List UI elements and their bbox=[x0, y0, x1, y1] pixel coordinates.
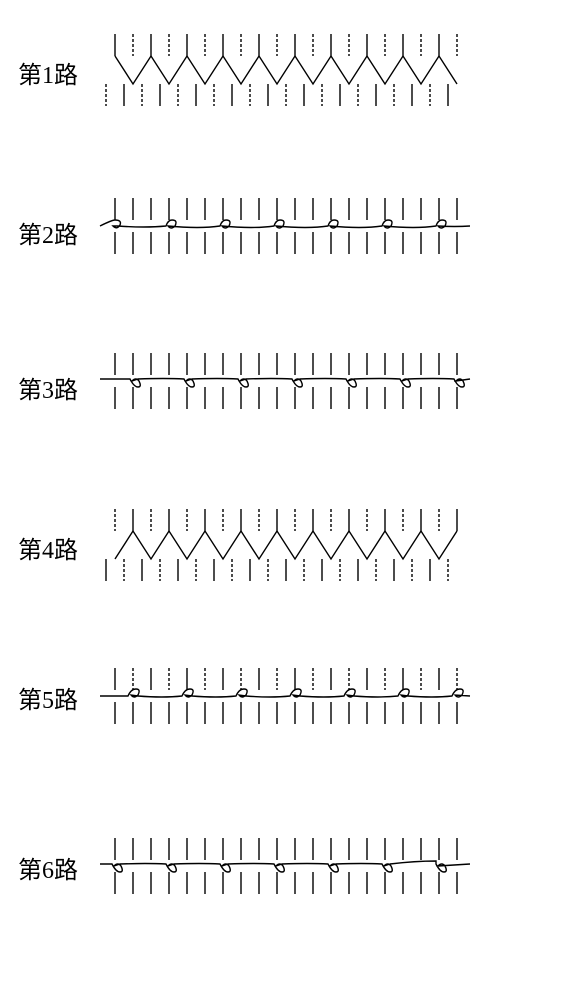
row-4-bottom-ticks bbox=[106, 559, 448, 581]
row-5-tuckline bbox=[100, 689, 470, 697]
row-2-label: 第2路 bbox=[18, 215, 78, 250]
row-5-top-ticks bbox=[115, 668, 457, 690]
row-6: 第6路 bbox=[0, 830, 562, 910]
row-6-top-ticks bbox=[115, 838, 457, 860]
row-4-diagram bbox=[0, 505, 562, 585]
row-2-diagram bbox=[0, 190, 562, 270]
row-5-label: 第5路 bbox=[18, 680, 78, 715]
row-2-top-ticks bbox=[115, 198, 457, 220]
row-1-zigzag bbox=[115, 56, 457, 84]
figure-page: 第1路 bbox=[0, 0, 562, 1000]
row-2-tuckline bbox=[100, 220, 470, 228]
row-3-top-ticks bbox=[115, 353, 457, 375]
row-6-diagram bbox=[0, 830, 562, 910]
row-5-bottom-ticks bbox=[115, 702, 457, 724]
row-4-label: 第4路 bbox=[18, 530, 78, 565]
row-6-tuckline bbox=[100, 861, 470, 872]
row-2: 第2路 bbox=[0, 190, 562, 270]
row-4-top-ticks bbox=[115, 509, 457, 531]
row-2-bottom-ticks bbox=[115, 232, 457, 254]
row-5: 第5路 bbox=[0, 660, 562, 740]
row-3-diagram bbox=[0, 345, 562, 425]
row-3-bottom-ticks bbox=[115, 387, 457, 409]
row-4-zigzag bbox=[115, 531, 457, 559]
row-1-top-ticks bbox=[115, 34, 457, 56]
row-6-bottom-ticks bbox=[115, 872, 457, 894]
row-4: 第4路 bbox=[0, 505, 562, 585]
row-3-tuckline bbox=[100, 379, 470, 388]
row-5-diagram bbox=[0, 660, 562, 740]
row-1: 第1路 bbox=[0, 30, 562, 110]
row-6-label: 第6路 bbox=[18, 850, 78, 885]
row-1-bottom-ticks bbox=[106, 84, 448, 106]
row-1-diagram bbox=[0, 30, 562, 110]
row-3-label: 第3路 bbox=[18, 370, 78, 405]
row-1-label: 第1路 bbox=[18, 55, 78, 90]
row-3: 第3路 bbox=[0, 345, 562, 425]
